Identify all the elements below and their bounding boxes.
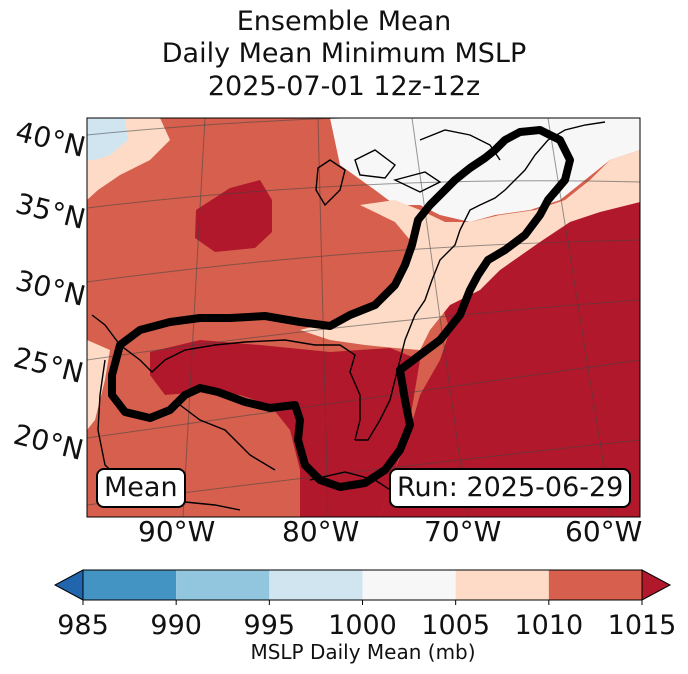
region-central-us-high (195, 180, 272, 252)
lon-label-60w: 60°W (565, 515, 642, 548)
colorbar: 985 990 995 1000 1005 1010 1015 (53, 569, 677, 641)
lat-label-20: 20°N (10, 418, 86, 467)
lat-label-25: 25°N (10, 341, 86, 390)
colorbar-bin-1005-1010 (455, 570, 549, 600)
colorbar-bin-1000-1005 (362, 570, 456, 600)
colorbar-tick-label-985: 985 (57, 610, 109, 641)
region-atlantic-high (380, 202, 640, 517)
colorbar-extend-low (53, 569, 84, 601)
colorbar-tick-label-990: 990 (150, 610, 202, 641)
colorbar-extend-high (641, 569, 672, 601)
colorbar-tick-label-995: 995 (244, 610, 296, 641)
colorbar-bin-1010-1015 (548, 570, 642, 600)
title-line-3: 2025-07-01 12z-12z (207, 71, 481, 102)
region-blue-patch (87, 118, 128, 160)
colorbar-tick-label-1010: 1010 (514, 610, 583, 641)
lat-label-30: 30°N (12, 264, 88, 313)
highlight-contour (108, 126, 574, 491)
title-line-2: Daily Mean Minimum MSLP (161, 38, 527, 69)
lon-label-70w: 70°W (424, 515, 501, 548)
mean-badge: Mean (96, 468, 186, 508)
title-line-1: Ensemble Mean (236, 6, 452, 37)
lat-label-40: 40°N (12, 115, 88, 164)
map-field (87, 118, 640, 517)
colorbar-tick-label-1015: 1015 (608, 610, 677, 641)
lon-labels: 90°W 80°W 70°W 60°W (138, 515, 642, 548)
lat-labels: 40°N 35°N 30°N 25°N 20°N (10, 115, 88, 467)
colorbar-label: MSLP Daily Mean (mb) (250, 640, 476, 664)
run-date-badge: Run: 2025-06-29 (389, 468, 632, 508)
colorbar-tick-label-1000: 1000 (328, 610, 397, 641)
colorbar-bin-985-990 (83, 570, 177, 600)
map-frame (86, 117, 641, 518)
lat-label-35: 35°N (12, 187, 88, 236)
lon-label-80w: 80°W (282, 515, 359, 548)
colorbar-bin-990-995 (176, 570, 270, 600)
colorbar-tick-label-1005: 1005 (421, 610, 490, 641)
lon-label-90w: 90°W (138, 515, 215, 548)
colorbar-bin-995-1000 (269, 570, 363, 600)
